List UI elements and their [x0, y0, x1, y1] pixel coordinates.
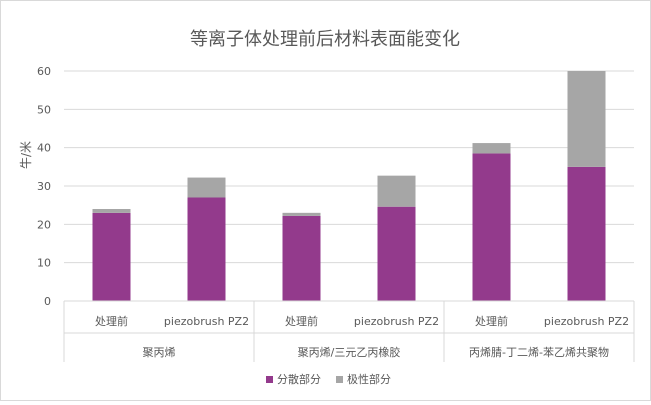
- x-tick-label: 处理前: [285, 314, 318, 328]
- legend: 分散部分 极性部分: [266, 372, 391, 386]
- bar-极性部分-4: [472, 143, 511, 154]
- bar-分散部分-0: [92, 212, 131, 301]
- y-tick-label: 40: [37, 142, 51, 155]
- chart-title: 等离子体处理前后材料表面能变化: [190, 29, 460, 50]
- y-tick-label: 10: [37, 257, 51, 270]
- bar-分散部分-1: [187, 197, 226, 301]
- bar-极性部分-3: [377, 175, 416, 207]
- bar-极性部分-5: [567, 71, 606, 167]
- bar-极性部分-0: [92, 209, 131, 213]
- y-tick-label: 30: [37, 180, 51, 193]
- group-label: 丙烯腈-丁二烯-苯乙烯共聚物: [469, 345, 609, 359]
- bar-分散部分-3: [377, 206, 416, 301]
- gridlines: [64, 70, 634, 264]
- legend-label: 极性部分: [347, 372, 391, 386]
- group-label: 聚丙烯: [143, 346, 176, 359]
- y-tick-label: 50: [37, 103, 51, 116]
- legend-swatch: [336, 376, 343, 383]
- bar-分散部分-5: [567, 166, 606, 301]
- x-tick-label: 处理前: [475, 314, 508, 328]
- bars: [92, 71, 606, 301]
- bar-分散部分-2: [282, 215, 321, 301]
- bar-极性部分-2: [282, 212, 321, 216]
- legend-label: 分散部分: [277, 372, 321, 386]
- x-tick-label: 处理前: [95, 314, 128, 328]
- axes: 0 10 20 30 40 50 60 处理前 piezobrush PZ2 处理前 piezobr…: [37, 65, 635, 362]
- x-tick-label: piezobrush PZ2: [164, 315, 249, 328]
- y-axis-label: 牛/米: [18, 141, 33, 169]
- x-tick-label: piezobrush PZ2: [544, 315, 629, 328]
- bar-分散部分-4: [472, 153, 511, 301]
- y-tick-label: 60: [37, 65, 51, 78]
- group-label: 聚丙烯/三元乙丙橡胶: [298, 345, 401, 359]
- x-tick-label: piezobrush PZ2: [354, 315, 439, 328]
- y-tick-label: 20: [37, 218, 51, 231]
- y-tick-label: 0: [44, 295, 51, 308]
- legend-swatch: [266, 376, 273, 383]
- bar-极性部分-1: [187, 177, 226, 198]
